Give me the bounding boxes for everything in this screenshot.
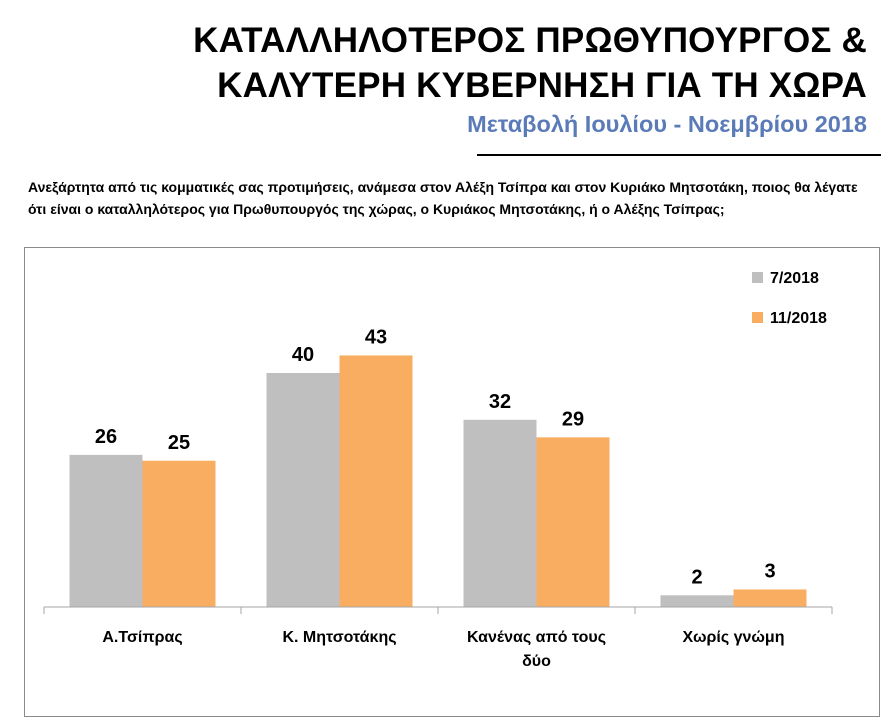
category-label-0: Α.Τσίπρας [102,629,182,646]
legend-swatch-0 [752,272,763,283]
legend-label-1: 11/2018 [770,310,827,327]
legend-label-0: 7/2018 [770,270,819,287]
bar-s1-c0 [142,460,216,607]
legend-swatch-1 [752,312,763,323]
category-label-1: Κ. Μητσοτάκης [282,629,396,646]
bar-s1-c3 [733,589,807,607]
bar-s0-c0 [69,454,143,607]
data-label-s1-c0: 25 [168,432,190,454]
bar-s0-c3 [660,595,734,607]
data-label-s1-c3: 3 [764,560,775,582]
data-label-s0-c2: 32 [489,391,511,413]
survey-question: Ανεξάρτητα από τις κομματικές σας προτιμ… [28,179,858,217]
bar-s0-c1 [266,373,340,607]
bar-s0-c2 [463,419,537,607]
data-label-s0-c0: 26 [95,426,117,448]
title-line-2: ΚΑΛΥΤΕΡΗ ΚΥΒΕΡΝΗΣΗ ΓΙΑ ΤΗ ΧΩΡΑ [217,66,867,105]
data-label-s1-c2: 29 [562,408,584,430]
bar-s1-c1 [339,355,413,607]
chart-subtitle: Μεταβολή Ιουλίου - Νοεμβρίου 2018 [467,111,867,137]
data-label-s0-c1: 40 [292,344,314,366]
chart-title: ΚΑΤΑΛΛΗΛΟΤΕΡΟΣ ΠΡΩΘΥΠΟΥΡΓΟΣ & ΚΑΛΥΤΕΡΗ Κ… [193,18,867,108]
chart-frame [24,247,880,717]
title-divider [477,154,881,156]
data-label-s1-c1: 43 [365,326,387,348]
title-line-1: ΚΑΤΑΛΛΗΛΟΤΕΡΟΣ ΠΡΩΘΥΠΟΥΡΓΟΣ & [193,21,867,60]
category-label-3: Χωρίς γνώμη [683,629,785,646]
category-label-2: Κανένας από τους [467,629,606,646]
data-label-s0-c3: 2 [691,566,702,588]
category-label-2-line-1: δύο [522,653,551,670]
bar-s1-c2 [536,437,610,607]
